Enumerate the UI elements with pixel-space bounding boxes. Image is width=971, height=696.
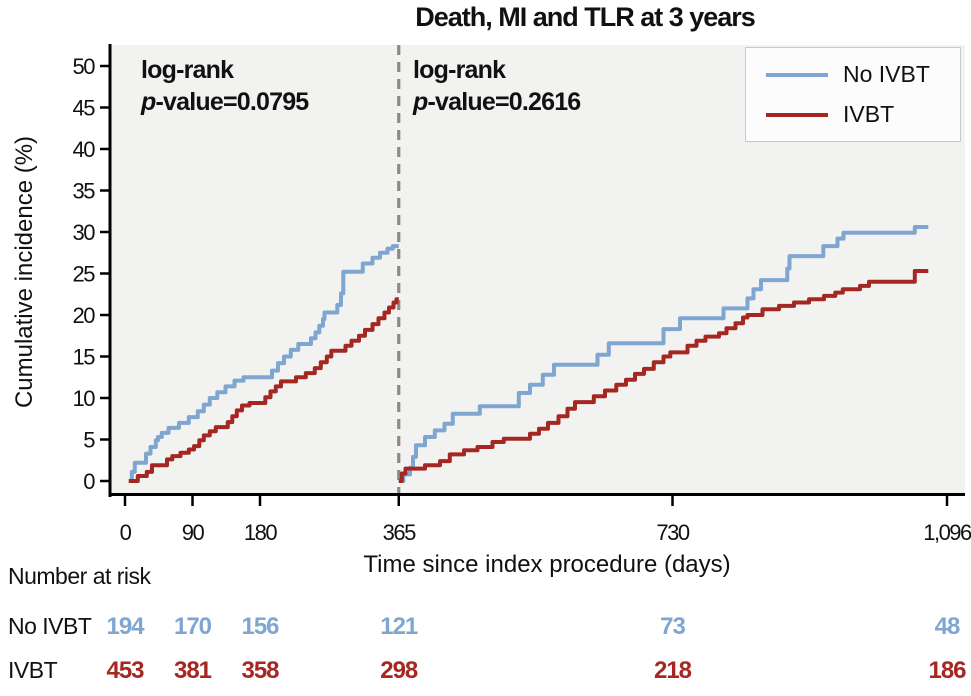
risk-value: 121 [380,613,418,640]
logrank-annotation-right: log-rank p-value=0.2616 [413,54,581,118]
risk-value: 358 [241,657,279,684]
legend-label-ivbt: IVBT [843,101,895,127]
y-axis-title: Cumulative incidence (%) [11,135,38,409]
risk-value: 170 [174,613,212,640]
risk-value: 218 [654,657,692,684]
logrank-right-line1: log-rank [413,56,506,84]
y-tick-label-40: 40 [73,137,96,162]
no-ivbt-line-swatch [766,72,828,77]
risk-value: 186 [928,657,966,684]
y-tick-label-35: 35 [73,179,96,204]
no-ivbt-curve-segment-2 [398,225,929,483]
risk-value: 48 [935,613,960,640]
x-tick-label-365: 365 [383,520,416,545]
y-tick-label-15: 15 [73,345,96,370]
x-tick-label-1,096: 1,096 [923,520,971,545]
risk-value: 453 [106,657,144,684]
legend-label-no-ivbt: No IVBT [843,61,930,87]
x-axis-title: Time since index procedure (days) [363,551,731,578]
y-tick-label-20: 20 [73,303,96,328]
x-tick-label-180: 180 [244,520,277,545]
legend-item-no-ivbt: No IVBT [766,61,960,88]
risk-value: 194 [106,613,145,640]
risk-row-label-no-ivbt: No IVBT [8,613,92,639]
risk-value: 381 [174,657,212,684]
logrank-right-pvalue: p-value=0.2616 [413,88,581,116]
x-tick-label-90: 90 [182,520,205,545]
number-at-risk-heading: Number at risk [8,563,151,589]
legend: No IVBT IVBT [745,47,961,142]
ivbt-curve-segment-1 [128,297,399,483]
logrank-annotation-left: log-rank p-value=0.0795 [141,54,309,118]
y-tick-label-50: 50 [73,54,96,79]
y-tick-label-25: 25 [73,262,96,287]
y-tick-label-30: 30 [73,220,96,245]
x-tick-label-730: 730 [656,520,689,545]
x-tick-label-0: 0 [120,520,132,545]
risk-value: 156 [241,613,279,640]
risk-value: 298 [380,657,418,684]
y-tick-label-5: 5 [83,428,95,453]
legend-item-ivbt: IVBT [766,101,960,128]
y-tick-label-45: 45 [73,96,96,121]
ivbt-curve-segment-2 [398,269,929,483]
risk-row-label-ivbt: IVBT [8,657,58,683]
y-tick-label-0: 0 [83,469,95,494]
y-tick-label-10: 10 [73,386,96,411]
logrank-left-pvalue: p-value=0.0795 [141,88,309,116]
logrank-left-line1: log-rank [141,56,234,84]
no-ivbt-curve-segment-1 [128,244,399,483]
chart-title: Death, MI and TLR at 3 years [415,2,756,32]
risk-value: 73 [660,613,685,640]
ivbt-line-swatch [766,112,828,117]
